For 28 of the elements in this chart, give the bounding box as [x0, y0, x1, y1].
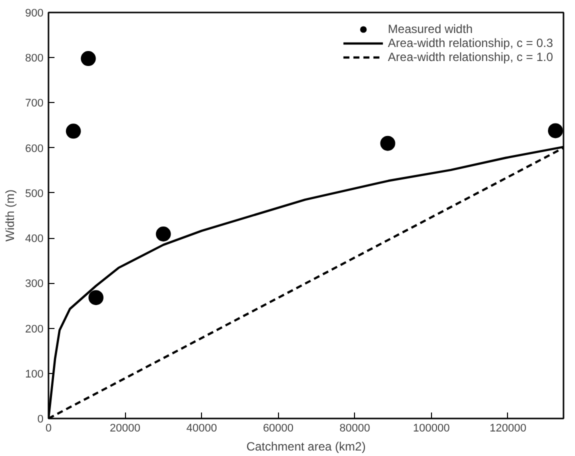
- point: [380, 136, 396, 151]
- x-tick-label: 40000: [186, 422, 217, 434]
- point: [88, 290, 104, 306]
- x-tick-label: 60000: [262, 422, 294, 434]
- point: [548, 123, 563, 138]
- y-tick-label: 200: [25, 323, 44, 336]
- x-tick-label: 100000: [413, 422, 450, 434]
- x-tick-label: 120000: [490, 422, 526, 434]
- y-tick-label: 900: [25, 8, 44, 20]
- y-axis-title: Width (m): [3, 190, 18, 242]
- y-tick-label: 700: [25, 98, 44, 110]
- legend-label: Measured width: [388, 22, 473, 36]
- point: [156, 226, 171, 242]
- point: [80, 51, 96, 66]
- point: [66, 124, 81, 139]
- y-tick-label: 300: [25, 278, 44, 290]
- x-tick-label: 80000: [340, 422, 370, 434]
- y-tick-label: 100: [25, 368, 44, 380]
- y-tick-label: 800: [25, 52, 44, 65]
- x-tick-label: 0: [45, 422, 52, 434]
- y-tick-label: 400: [25, 233, 44, 246]
- legend-label: Area-width relationship, c = 1.0: [388, 50, 553, 64]
- y-tick-label: 600: [25, 142, 44, 155]
- y-tick-label: 500: [25, 188, 44, 200]
- x-tick-label: 20000: [110, 422, 140, 434]
- y-tick-label: 0: [37, 414, 44, 426]
- legend-label: Area-width relationship, c = 0.3: [388, 36, 553, 50]
- x-axis-title: Catchment area (km2): [246, 440, 366, 454]
